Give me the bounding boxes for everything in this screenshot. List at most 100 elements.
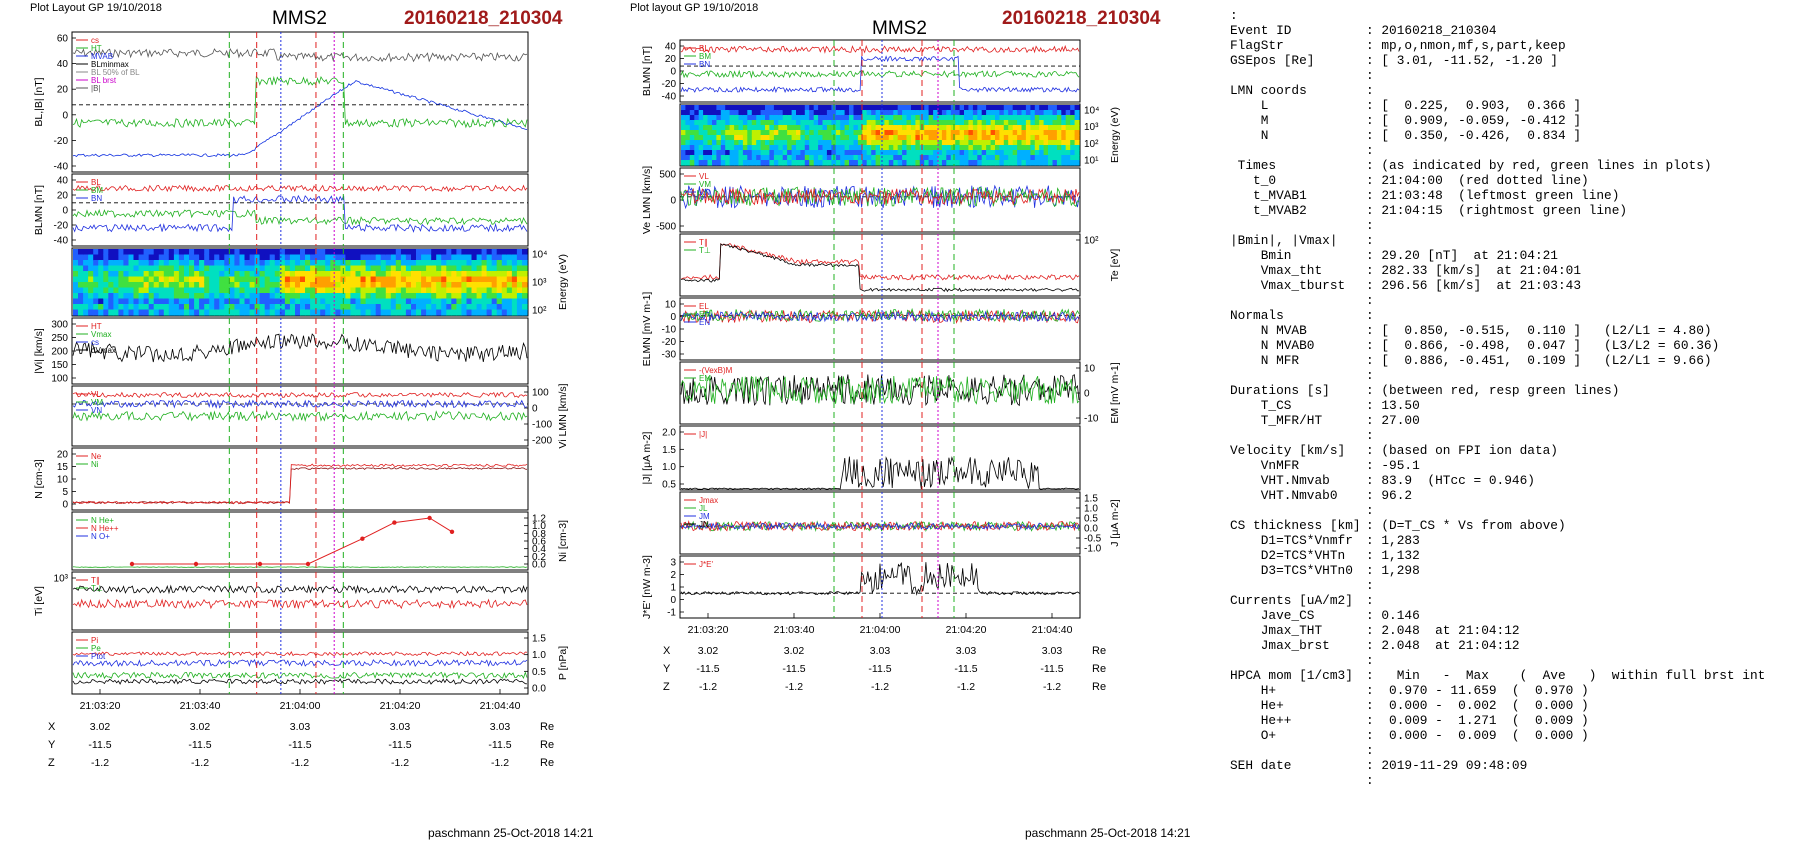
spectrogram-cell [1017,145,1023,151]
info-row: N MVAB: [ 0.850, -0.515, 0.110 ] (L2/L1 … [1230,323,1765,338]
spectrogram-cell [972,150,978,156]
he-plus-plus-line [132,517,453,565]
spectrogram-cell [229,287,235,294]
spectrogram-cell [128,254,135,261]
spectrogram-cell [937,130,943,136]
y-tick-label: 10² [1084,139,1099,150]
spectrogram-cell [370,254,377,261]
spectrogram-cell [694,110,700,116]
spectrogram-cell [835,115,841,121]
info-value: : (D=T_CS * Vs from above) [1366,518,1566,533]
spectrogram-cell [98,304,104,311]
spectrogram-cell [481,254,488,261]
y-tick-label: 0 [670,196,676,207]
spectrogram-cell [809,125,815,131]
legend-entry: T∥ [91,576,100,585]
spectrogram-cell [173,249,180,256]
spectrogram-cell [178,293,185,300]
spectrogram-cell [720,105,726,111]
spectrogram-cell [370,309,377,316]
spectrogram-cell [163,265,170,272]
spectrogram-cell [826,110,832,116]
spectrogram-cell [738,150,744,156]
spectrogram-cell [340,293,346,300]
spectrogram-cell [330,298,336,305]
spectrogram-cell [1048,155,1053,161]
info-row: : [1230,503,1765,518]
spectrogram-cell [476,293,483,300]
spectrogram-cell [685,135,691,141]
spectrogram-cell [1008,105,1014,111]
spectrogram-cell [734,110,740,116]
spectrogram-cell [229,282,235,289]
spectrogram-cell [804,135,810,141]
spectrogram-cell [365,271,372,278]
spectrogram-cell [1052,115,1058,121]
spectrogram-cell [168,293,175,300]
spectrogram-cell [950,115,956,121]
info-key: H+ [1230,683,1277,698]
spectrogram-cell [924,130,930,136]
spectrogram-cell [853,155,859,161]
spectrogram-cell [875,130,881,136]
spectrogram-cell [703,130,709,136]
spectrogram-cell [325,271,331,278]
spectrogram-cell [315,309,321,316]
spectrogram-cell [370,249,377,256]
spectrogram-cell [496,287,503,294]
spectrogram-cell [295,282,301,289]
spectrogram-cell [390,249,397,256]
spectrogram-cell [446,304,452,311]
spectrogram-cell [835,150,841,156]
spectrogram-cell [426,309,432,316]
spectrogram-cell [853,120,859,126]
spectrogram-cell [451,282,457,289]
spectrogram-cell [986,130,992,136]
info-key: Jave_CS [1230,608,1315,623]
series-2 [72,194,528,233]
coord-value: 3.02 [190,721,211,733]
spectrogram-cell [244,287,251,294]
spectrogram-cell [835,125,841,131]
spectrogram-cell [234,271,240,278]
series-3 [72,678,528,685]
spectrogram-cell [769,150,775,156]
spectrogram-cell [335,276,341,283]
spectrogram-cell [209,287,215,294]
spectrogram-cell [941,145,947,151]
spectrogram-cell [416,309,422,316]
spectrogram-cell [214,265,220,272]
spectrogram-cell [742,125,748,131]
spectrogram-cell [1039,125,1045,131]
spectrogram-cell [800,140,806,146]
spectrogram-cell [400,265,407,272]
spectrogram-cell [451,287,457,294]
spectrogram-cell [919,140,925,146]
spectrogram-cell [184,304,190,311]
spectrogram-cell [760,145,766,151]
spectrogram-cell [506,287,513,294]
spectrogram-cell [1056,105,1062,111]
spectrogram-cell [937,120,943,126]
spectrogram-cell [986,145,992,151]
spectrogram-cell [981,160,987,166]
spectrogram-cell [461,298,467,305]
spectrogram-cell [471,309,478,316]
spectrogram-cell [466,249,473,256]
spectrogram-cell [1074,155,1080,161]
spectrogram-cell [990,120,996,126]
info-key: VHT.Nmvab [1230,473,1330,488]
spectrogram-cell [395,249,402,256]
spectrogram-cell [756,110,762,116]
spectrogram-cell [501,304,508,311]
spectrogram-cell [826,105,832,111]
spectrogram-cell [158,265,165,272]
y-tick-label: 1.0 [662,462,676,473]
spectrogram-cell [431,304,437,311]
spectrogram-cell [400,287,407,294]
spectrogram-cell [968,135,974,141]
spectrogram-cell [133,309,140,316]
spectrogram-cell [893,150,899,156]
